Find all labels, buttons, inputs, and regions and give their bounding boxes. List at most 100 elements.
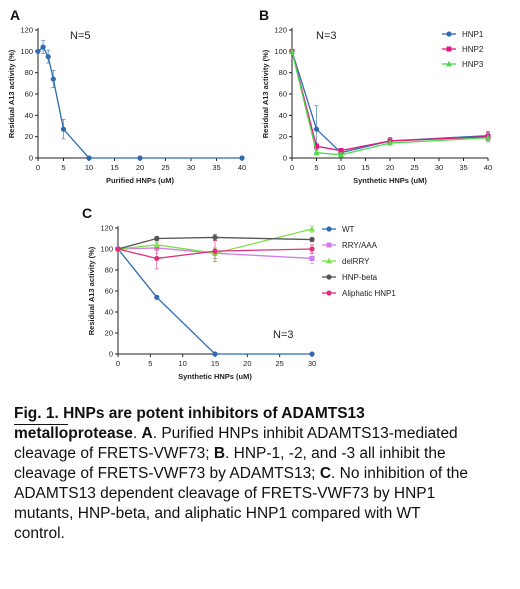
panel-c-legend-label-rry-aaa: RRY/AAA (342, 241, 378, 250)
panel-c-point-aliphatic-hnp1 (212, 248, 218, 254)
panel-a-y-tick-label: 40 (25, 111, 33, 120)
panel-a-series-hnp1 (35, 40, 245, 161)
panel-b-point-hnp3 (289, 48, 295, 54)
panel-a-x-tick-label: 20 (136, 163, 144, 172)
panel-c-point-aliphatic-hnp1 (154, 255, 160, 262)
panel-b-x-tick-label: 10 (337, 163, 345, 172)
panel-b-x-tick-label: 5 (314, 163, 318, 172)
caption-label-a: A (141, 425, 153, 442)
panel-b-y-tick-label: 40 (279, 111, 287, 120)
panel-c-line-rry-aaa (117, 247, 313, 260)
panel-b-point-hnp2 (338, 148, 344, 154)
panel-c-y-tick-label: 40 (105, 308, 113, 317)
panel-c-point-delrry (153, 241, 160, 248)
panel-b-x-axis-label: Synthetic HNPs (uM) (353, 176, 427, 185)
panel-c-point-aliphatic-hnp1 (115, 246, 121, 252)
panel-c-line-hnp-beta (117, 236, 313, 250)
panel-b-y-axis-label: Residual A13 activity (%) (261, 49, 270, 138)
panel-b-y-tick-label: 20 (279, 132, 287, 141)
panel-c-x-tick-label: 5 (148, 359, 152, 368)
caption-label-c: C (319, 465, 332, 482)
panel-c-line-aliphatic-hnp1 (117, 248, 313, 260)
panel-b-annotation: N=3 (316, 30, 337, 42)
panel-a-annotation: N=5 (70, 30, 91, 42)
panel-a-y-tick-label: 120 (20, 26, 33, 35)
panel-b-y-tick-label: 80 (279, 68, 287, 77)
caption-title-part2: metallo (14, 424, 69, 442)
panel-c-series-aliphatic-hnp1 (115, 240, 315, 270)
panel-a-point-hnp1 (40, 44, 46, 50)
panel-c-legend-marker-hnp-beta (326, 274, 332, 280)
panel-a-y-tick-label: 100 (20, 47, 33, 56)
panel-c-chart: C 0 20 40 60 80 100 120 0 5 10 15 20 25 30 Synthetic HN… (82, 205, 396, 381)
panel-a-x-axis-label: Purified HNPs (uM) (106, 176, 174, 185)
panel-c-y-tick-label: 0 (109, 350, 113, 359)
panel-b-point-hnp3 (338, 151, 344, 158)
panel-b-y-tick-label: 60 (279, 90, 287, 99)
panel-c-legend-marker-rry-aaa (326, 242, 332, 248)
panel-b-y-tick-label: 120 (274, 26, 287, 35)
panel-b-chart: B 0 20 40 60 80 100 120 0 5 10 15 20 25 30 35 40 Syntheti… (259, 7, 492, 185)
panel-c-legend: WT RRY/AAA delRRY HNP-beta Aliphatic HNP1 (322, 225, 396, 298)
panel-a-y-tick-label: 60 (25, 90, 33, 99)
panel-c-point-aliphatic-hnp1 (309, 246, 315, 252)
panel-a-point-hnp1 (137, 155, 143, 161)
panel-a-chart: A 0 20 40 60 80 100 120 0 5 10 15 20 25 30 35 40 Purified… (7, 7, 246, 185)
panel-b-x-tick-label: 20 (386, 163, 394, 172)
panel-a-point-hnp1 (45, 54, 51, 60)
panel-a-point-hnp1 (60, 126, 67, 132)
panel-c-letter: C (82, 205, 92, 221)
panel-c-x-tick-label: 25 (275, 359, 283, 368)
panel-c-point-rry-aaa (309, 255, 315, 261)
panel-b-point-hnp1 (313, 126, 320, 132)
panel-a-x-tick-label: 10 (85, 163, 93, 172)
panel-c-point-wt (309, 351, 315, 357)
panel-c-y-tick-label: 100 (100, 245, 113, 254)
panel-b-legend-marker-hnp3 (446, 60, 452, 67)
panel-a-y-tick-label: 0 (29, 154, 33, 163)
panel-c-y-tick-label: 120 (100, 224, 113, 233)
panel-b-series-hnp2 (289, 48, 491, 154)
panel-c-point-hnp-beta (212, 234, 218, 241)
panel-c-legend-label-delrry: delRRY (342, 257, 370, 266)
panel-b-legend-label-hnp3: HNP3 (462, 60, 484, 69)
panel-c-legend-marker-wt (326, 226, 332, 232)
panel-c-point-delrry (309, 225, 315, 232)
panel-b-letter: B (259, 7, 269, 23)
panel-b-legend-marker-hnp2 (446, 46, 452, 52)
caption-fig-label: Fig. 1. (14, 405, 59, 422)
panel-a-letter: A (10, 7, 20, 23)
panel-c-x-tick-label: 15 (211, 359, 219, 368)
caption-title-part1: HNPs are potent inhibitors of ADAMTS13 (58, 405, 365, 422)
panel-c-x-tick-label: 30 (308, 359, 316, 368)
panel-b-x-tick-label: 25 (410, 163, 418, 172)
caption-label-b: B (213, 445, 226, 462)
panel-b-legend-marker-hnp1 (446, 31, 452, 37)
panel-a-x-tick-label: 15 (110, 163, 118, 172)
panel-b-x-tick-label: 40 (484, 163, 492, 172)
panel-b-y-tick-label: 0 (283, 154, 287, 163)
caption-text-b: . HNP-1, -2, and -3 all inhibit the clea… (14, 445, 446, 482)
panel-c-y-tick-label: 20 (105, 329, 113, 338)
panel-b-legend-label-hnp2: HNP2 (462, 45, 484, 54)
panel-c-annotation: N=3 (273, 329, 294, 341)
panel-a-line-hnp1 (37, 46, 242, 159)
panel-c-legend-label-wt: WT (342, 225, 355, 234)
panel-c-x-axis-label: Synthetic HNPs (uM) (178, 372, 252, 381)
panel-c-y-tick-label: 80 (105, 266, 113, 275)
panel-a-x-tick-label: 25 (161, 163, 169, 172)
caption-text-c: . No inhibition of the ADAMTS13 dependen… (14, 465, 469, 542)
panel-a-point-hnp1 (35, 48, 41, 54)
panel-a-x-tick-label: 0 (36, 163, 40, 172)
panel-a-y-tick-label: 80 (25, 68, 33, 77)
panel-c-point-wt (154, 294, 160, 300)
panel-c-x-tick-label: 0 (116, 359, 120, 368)
panel-a-x-tick-label: 30 (187, 163, 195, 172)
panel-c-line-wt (117, 248, 312, 355)
panel-c-series-hnp-beta (115, 233, 315, 252)
panel-c-point-hnp-beta (154, 235, 160, 242)
panel-a-y-tick-label: 20 (25, 132, 33, 141)
panel-b-x-tick-label: 30 (435, 163, 443, 172)
panel-a-x-tick-label: 40 (238, 163, 246, 172)
panel-a-point-hnp1 (50, 76, 56, 82)
